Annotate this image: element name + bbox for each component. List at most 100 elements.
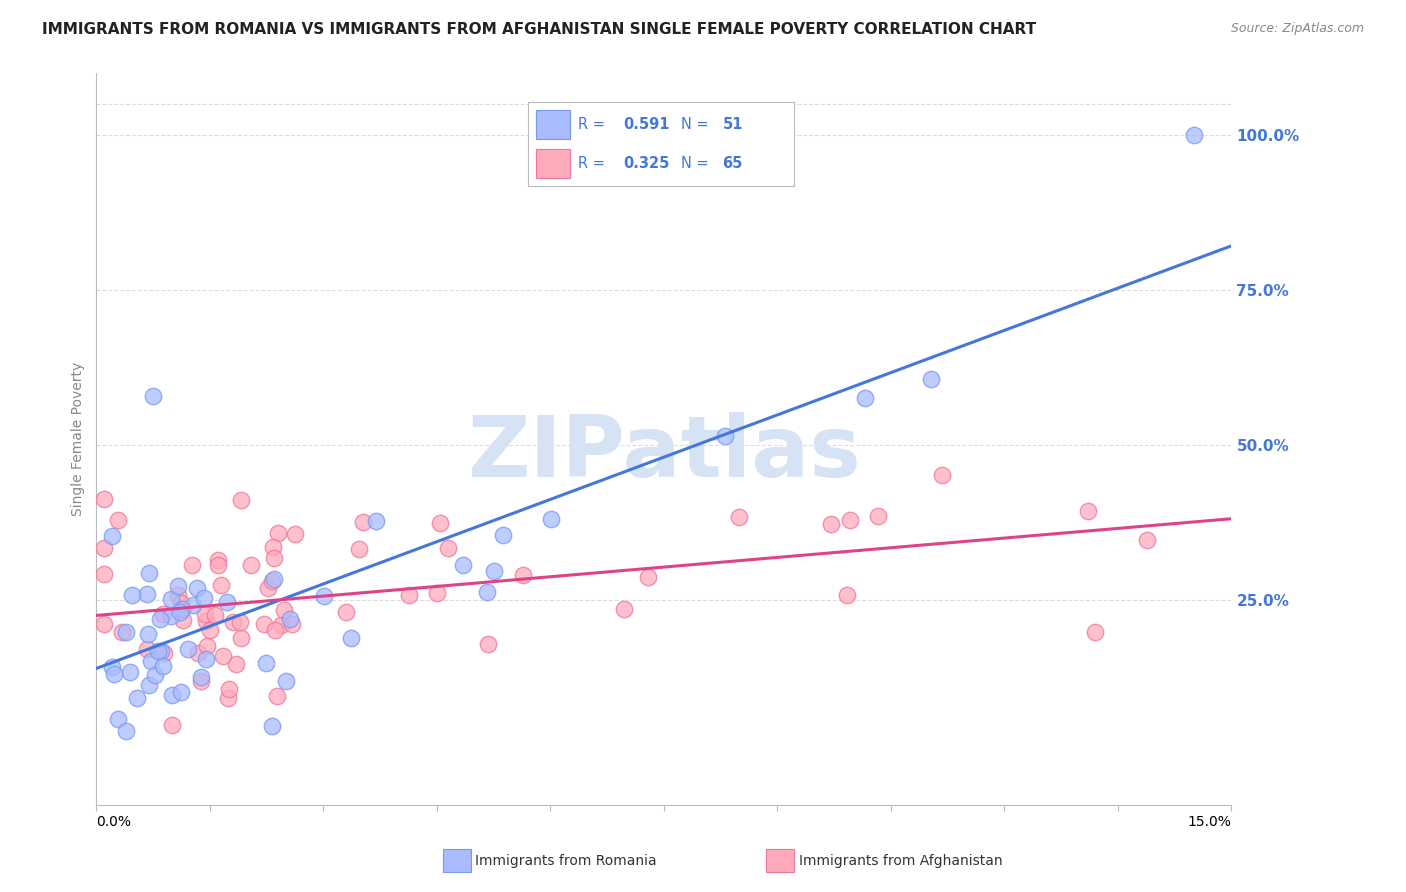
- Point: [186, 581, 208, 595]
- Point: [1084, 625, 1107, 640]
- Point: [193, 591, 215, 605]
- Point: [512, 567, 534, 582]
- Point: [142, 389, 165, 403]
- Point: [93, 616, 115, 631]
- Point: [429, 516, 451, 530]
- Point: [194, 614, 217, 628]
- Point: [115, 723, 138, 738]
- Point: [637, 570, 659, 584]
- Point: [115, 625, 138, 640]
- Point: [172, 613, 194, 627]
- Point: [222, 615, 245, 629]
- Point: [100, 660, 122, 674]
- Point: [835, 588, 858, 602]
- Point: [263, 550, 285, 565]
- Point: [1077, 504, 1099, 518]
- Point: [159, 609, 181, 624]
- Point: [207, 553, 229, 567]
- Point: [181, 598, 204, 612]
- Point: [107, 513, 129, 527]
- Text: ZIPatlas: ZIPatlas: [467, 412, 860, 495]
- Point: [170, 596, 193, 610]
- Point: [107, 712, 129, 726]
- Point: [728, 510, 751, 524]
- Point: [453, 558, 475, 572]
- Point: [820, 516, 842, 531]
- Point: [138, 678, 160, 692]
- Point: [853, 391, 876, 405]
- Point: [217, 595, 239, 609]
- Point: [146, 644, 169, 658]
- Point: [93, 566, 115, 581]
- Point: [262, 540, 284, 554]
- Point: [352, 515, 374, 529]
- Y-axis label: Single Female Poverty: Single Female Poverty: [72, 362, 86, 516]
- Point: [492, 528, 515, 542]
- Point: [150, 644, 173, 658]
- Point: [284, 526, 307, 541]
- Point: [160, 688, 183, 702]
- Point: [482, 564, 505, 578]
- Point: [838, 513, 860, 527]
- Text: 15.0%: 15.0%: [1188, 814, 1232, 829]
- Point: [152, 659, 174, 673]
- Text: Immigrants from Romania: Immigrants from Romania: [475, 854, 657, 868]
- Point: [143, 667, 166, 681]
- Point: [613, 601, 636, 615]
- Point: [229, 631, 252, 645]
- Point: [177, 641, 200, 656]
- Point: [477, 637, 499, 651]
- Point: [170, 685, 193, 699]
- Point: [931, 468, 953, 483]
- Point: [152, 607, 174, 621]
- Point: [149, 612, 172, 626]
- Point: [366, 514, 388, 528]
- Point: [138, 566, 160, 580]
- Point: [198, 623, 221, 637]
- Point: [212, 649, 235, 664]
- Point: [136, 626, 159, 640]
- Point: [270, 617, 292, 632]
- Point: [254, 657, 277, 671]
- Point: [166, 578, 188, 592]
- Point: [267, 526, 290, 541]
- Point: [111, 624, 134, 639]
- Point: [273, 603, 295, 617]
- Point: [121, 589, 143, 603]
- Point: [207, 558, 229, 572]
- Point: [349, 542, 371, 557]
- Point: [263, 623, 285, 637]
- Point: [190, 673, 212, 688]
- Text: IMMIGRANTS FROM ROMANIA VS IMMIGRANTS FROM AFGHANISTAN SINGLE FEMALE POVERTY COR: IMMIGRANTS FROM ROMANIA VS IMMIGRANTS FR…: [42, 22, 1036, 37]
- Point: [120, 665, 142, 679]
- Point: [190, 669, 212, 683]
- Point: [193, 607, 215, 621]
- Point: [160, 717, 183, 731]
- Point: [475, 584, 498, 599]
- Text: Source: ZipAtlas.com: Source: ZipAtlas.com: [1230, 22, 1364, 36]
- Point: [181, 558, 204, 572]
- Point: [266, 689, 288, 703]
- Point: [101, 529, 124, 543]
- Point: [920, 372, 942, 386]
- Point: [103, 666, 125, 681]
- Point: [217, 690, 239, 705]
- Point: [136, 587, 159, 601]
- Point: [278, 613, 301, 627]
- Point: [263, 572, 285, 586]
- Point: [229, 615, 252, 630]
- Point: [256, 581, 278, 595]
- Point: [93, 541, 115, 556]
- Point: [276, 674, 298, 689]
- Text: Immigrants from Afghanistan: Immigrants from Afghanistan: [799, 854, 1002, 868]
- Point: [136, 642, 159, 657]
- Point: [437, 541, 460, 556]
- Point: [262, 574, 284, 588]
- Point: [225, 657, 247, 671]
- Point: [153, 646, 176, 660]
- Point: [172, 602, 194, 616]
- Point: [169, 605, 191, 619]
- Point: [1182, 128, 1205, 142]
- Point: [1136, 533, 1159, 548]
- Point: [93, 491, 115, 506]
